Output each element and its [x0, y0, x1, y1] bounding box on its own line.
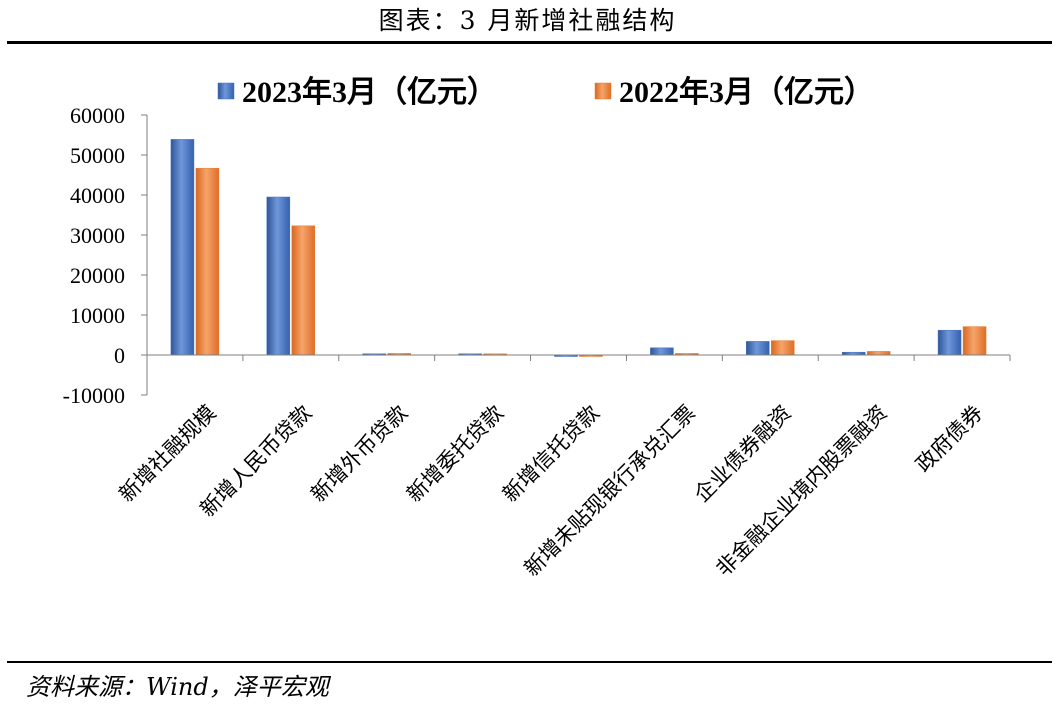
- bar-2022: [291, 225, 316, 356]
- y-tick-label: 60000: [70, 103, 125, 128]
- bar-2023: [937, 329, 962, 356]
- bar-chart: 2023年3月（亿元） 2022年3月（亿元） 60000 50000 40000 30…: [63, 75, 1011, 581]
- bar-2023: [650, 347, 674, 356]
- y-axis: 60000 50000 40000 30000 20000 10000 0 -10000: [63, 103, 148, 408]
- source-note: 资料来源：Wind，泽平宏观: [26, 673, 329, 701]
- y-tick-label: 10000: [70, 303, 125, 328]
- y-tick-label: -10000: [63, 383, 125, 408]
- bar-2023: [746, 341, 770, 356]
- chart-title: 图表：3 月新增社融结构: [378, 6, 677, 35]
- legend: 2023年3月（亿元） 2022年3月（亿元）: [217, 75, 874, 109]
- bar-2022: [866, 351, 891, 356]
- bar-2022: [962, 326, 987, 356]
- legend-swatch-2023: [217, 82, 235, 100]
- legend-label-2023: 2023年3月（亿元）: [242, 75, 497, 109]
- x-tick-label: 政府债券: [911, 401, 987, 477]
- y-tick-label: 40000: [70, 183, 125, 208]
- y-tick-label: 20000: [70, 263, 125, 288]
- legend-swatch-2022: [594, 82, 612, 100]
- bars: [170, 139, 987, 357]
- bottom-rule: [7, 661, 1052, 663]
- x-tick-label: 新增委托贷款: [402, 401, 508, 507]
- x-tick-label: 非金融企业境内股票融资: [711, 401, 891, 581]
- y-tick-label: 30000: [70, 223, 125, 248]
- y-tick-label: 0: [114, 343, 125, 368]
- x-tick-label: 新增外币贷款: [306, 401, 412, 507]
- x-tick-label: 新增未贴现银行承兑汇票: [520, 401, 700, 581]
- bar-2022: [771, 340, 795, 356]
- x-axis: 新增社融规模新增人民币贷款新增外币贷款新增委托贷款新增信托贷款新增未贴现银行承兑…: [114, 354, 1011, 581]
- y-tick-label: 50000: [70, 143, 125, 168]
- bar-2023: [170, 139, 195, 356]
- legend-label-2022: 2022年3月（亿元）: [619, 75, 874, 109]
- x-tick-label: 企业债券融资: [690, 401, 796, 507]
- bar-2022: [195, 167, 220, 356]
- x-tick-label: 新增信托贷款: [498, 401, 604, 507]
- top-rule: [7, 41, 1052, 44]
- bar-2023: [266, 196, 291, 356]
- x-tick-label: 新增社融规模: [114, 401, 220, 507]
